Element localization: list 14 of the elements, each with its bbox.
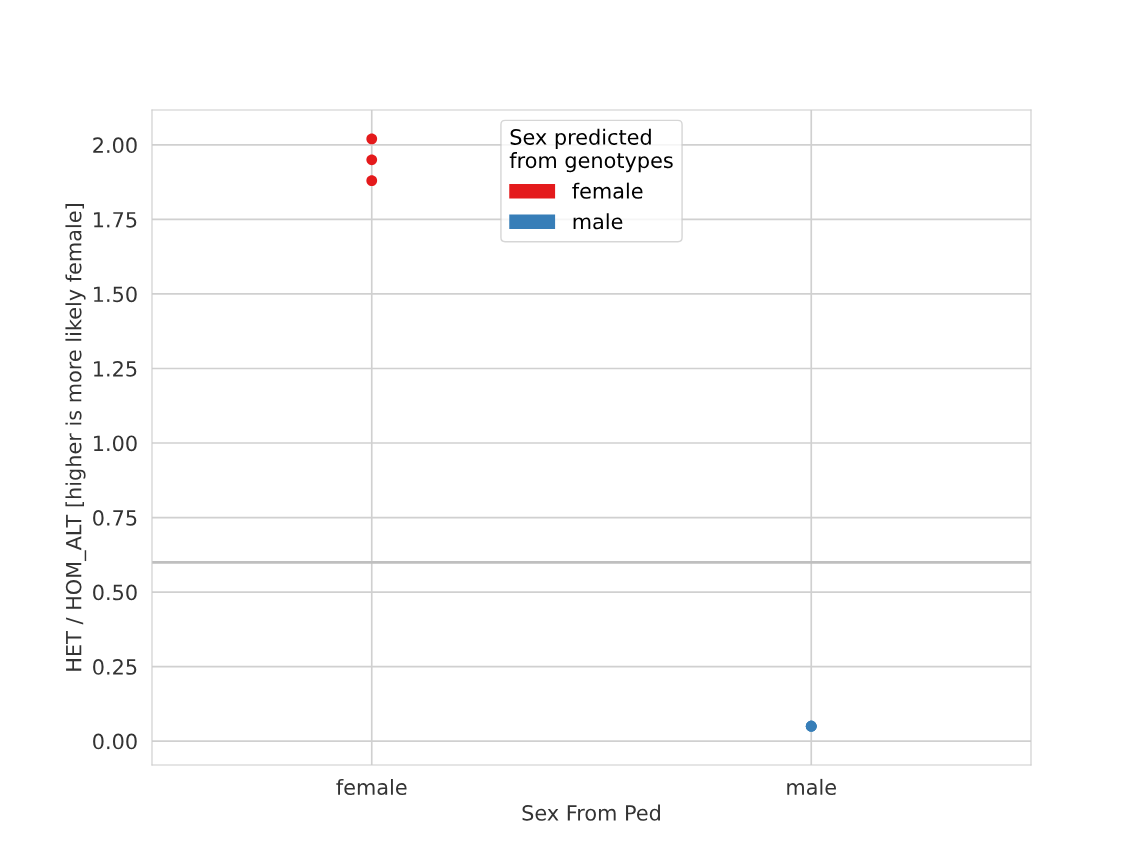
y-tick-label: 0.25 — [93, 659, 137, 675]
y-tick-label: 1.50 — [94, 286, 137, 303]
legend-label: female — [572, 182, 643, 199]
y-tick-label: 1.75 — [94, 212, 137, 228]
x-axis-title: Sex From Ped — [522, 804, 660, 821]
y-tick-label: 1.00 — [94, 435, 137, 452]
y-tick-label: 0.50 — [93, 584, 137, 601]
y-tick-label: 1.25 — [94, 360, 137, 377]
y-tick-label: 2.00 — [93, 137, 137, 154]
legend-label: male — [573, 213, 623, 230]
y-tick-label: 0.75 — [93, 510, 137, 526]
y-axis-title: HET / HOM_ALT [higher is more likely female] — [65, 204, 87, 671]
legend-title: Sex predicted from genotypes — [509, 128, 673, 173]
y-tick-label: 0.00 — [93, 733, 137, 750]
